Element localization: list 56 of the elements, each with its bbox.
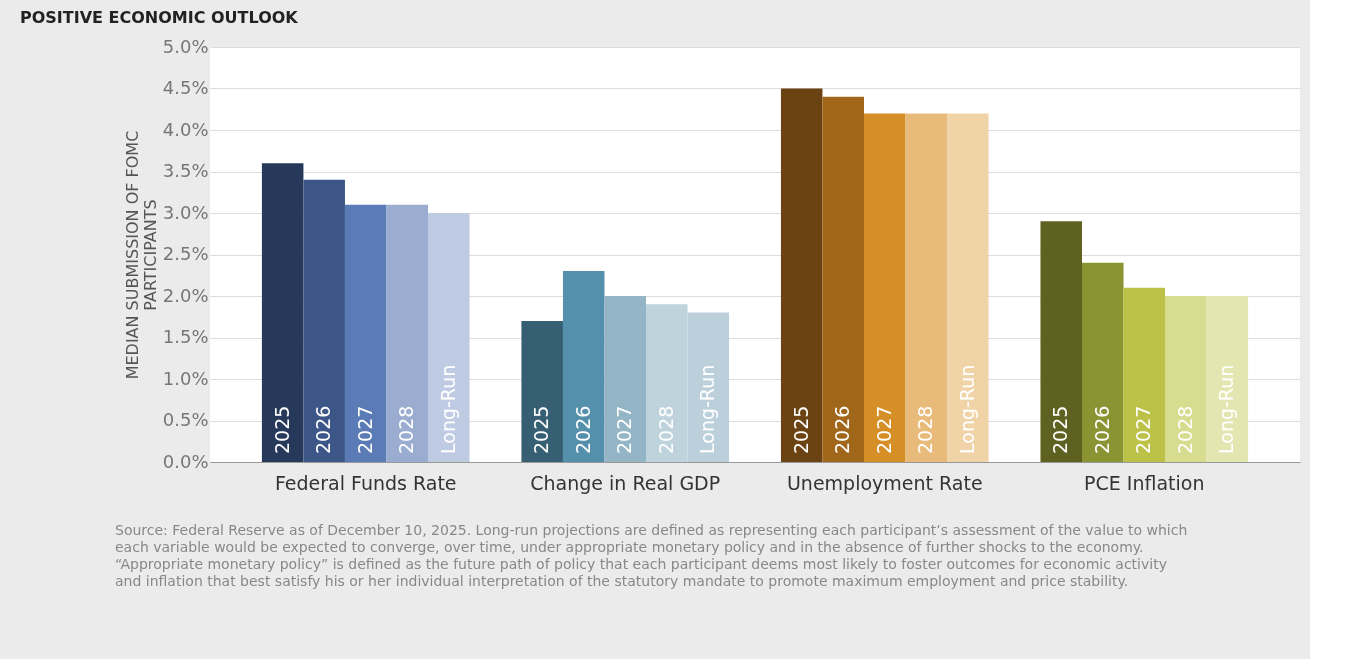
x-tick-label: Unemployment Rate [786,471,983,494]
bar [303,179,345,462]
y-tick-label: 5.0% [162,35,209,57]
text: 2026 [1090,405,1113,454]
bar [428,213,470,462]
y-tick-label: 2.0% [162,284,209,306]
text: 2027 [613,405,636,454]
y-tick-label: 2.5% [162,243,209,264]
text: Long-Run [955,364,978,454]
series-label: 2028 [395,405,418,454]
series-label: 2027 [353,405,376,454]
bar [1123,287,1166,462]
x-tick-label: Federal Funds Rate [274,471,457,494]
series-label: Long-Run [436,364,459,454]
bar [822,96,864,462]
series-label: 2025 [270,405,293,454]
text: Long-Run [1215,364,1238,454]
bar [1082,262,1124,462]
bar [1040,221,1082,462]
chart-title: POSITIVE ECONOMIC OUTLOOK [20,8,299,27]
bar [1165,296,1207,462]
bar [521,320,563,462]
bar [780,88,823,462]
y-tick-label: 4.5% [162,77,209,98]
bar [344,204,387,462]
y-axis-title: MEDIAN SUBMISSION OF FOMC PARTICIPANTS [122,130,160,380]
y-tick-label: 0.5% [162,409,209,430]
bar [562,271,605,462]
text: 2028 [654,405,677,454]
text: 2025 [530,405,553,454]
y-tick-label: 0.0% [162,450,209,472]
text: 2025 [1049,405,1072,454]
y-tick-label: 1.0% [162,367,209,389]
text: 2028 [914,405,937,454]
y-tick-label: 4.0% [162,118,209,140]
bar [386,204,428,462]
bar [261,163,304,462]
x-tick-label: Change in Real GDP [530,471,721,494]
bar [864,113,906,462]
bar [905,113,948,462]
bar [1206,296,1249,462]
y-tick-label: 3.0% [162,201,209,223]
y-tick-label: 1.5% [162,326,209,347]
text: 2027 [1132,405,1155,454]
bar [947,113,989,462]
source-note: Source: Federal Reserve as of December 10, 2025. Long-run projections are defined as representing each participant’s assessment of the value to which each variable would be expected to converge, over time, under appropriate monetary policy and in the absence of further shocks to the economy. “Appropriate monetary policy” is defined as the future path of policy that each participant deems most likely to foster outcomes for economic activity and inflation that best satisfy his or her individual interpretation of the statutory mandate to promote maximum employment and price stability. [115,522,1188,589]
text: Long-Run [696,364,719,454]
y-tick-label: 3.5% [162,160,209,181]
text: 2026 [571,405,594,454]
series-label: 2026 [312,405,335,454]
text: 2027 [872,405,895,454]
bar [604,296,646,462]
text: 2028 [1173,405,1196,454]
text: 2026 [831,405,854,454]
text: 2025 [789,405,812,454]
x-tick-label: PCE Inflation [1084,471,1205,494]
